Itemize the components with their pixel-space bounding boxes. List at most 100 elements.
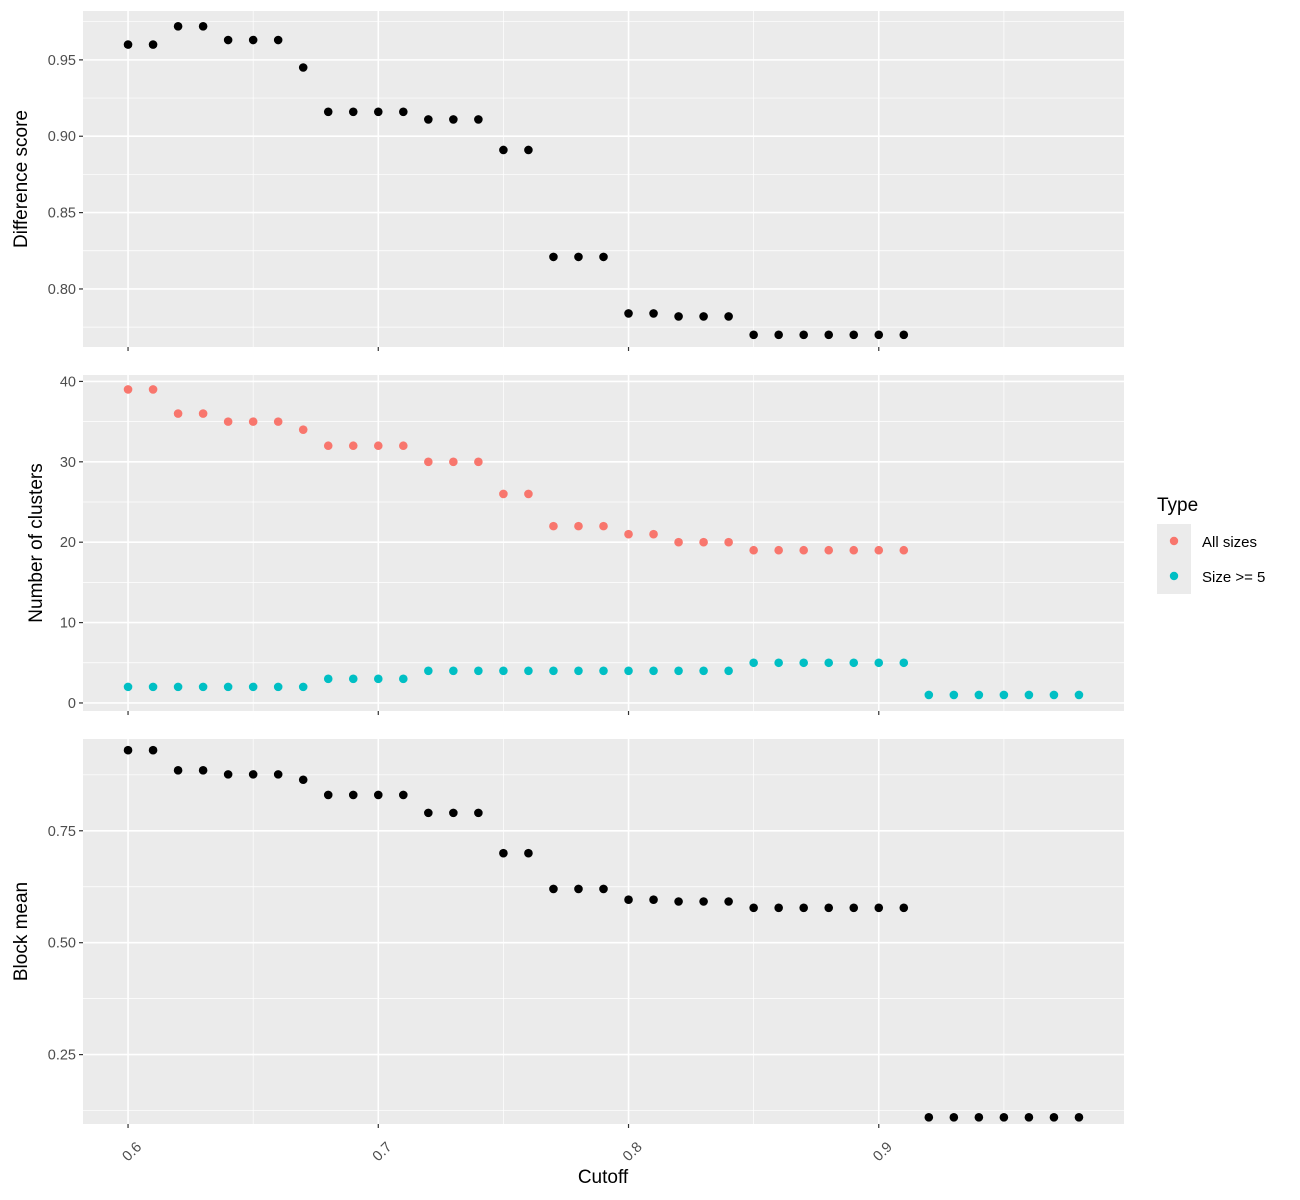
data-point [749,658,758,668]
data-point [449,666,458,676]
data-point [724,897,733,906]
series-2 [123,658,1084,700]
data-point [749,330,758,340]
panel-3: 0.25 0.50 0.75 Block mean 0.6 0.7 0.8 0.9 [11,739,1124,1165]
data-point [824,330,834,340]
y-tick-label: 30 [60,455,76,471]
data-point [624,895,633,905]
x-tick-label: 0.8 [620,1139,646,1165]
data-point [148,682,158,692]
legend-key-background [1157,524,1191,594]
y-tick-label: 0.85 [48,206,76,222]
data-point [599,884,608,894]
legend-key-size-ge-5 [1169,571,1179,581]
data-point [123,745,133,755]
data-point [849,903,859,913]
data-point [198,682,208,692]
data-point [273,417,283,426]
data-point [549,252,558,262]
data-point [674,312,683,321]
y-axis-title: Difference score [11,110,32,248]
data-point [399,790,408,800]
legend-label-all-sizes: All sizes [1202,534,1257,551]
series-1 [123,385,909,555]
data-point [774,903,783,913]
data-point [924,690,934,700]
data-point [974,690,984,700]
data-point [749,545,758,555]
data-point [123,385,133,394]
data-point [173,682,183,692]
data-point [323,674,333,684]
data-point [173,766,183,775]
data-point [649,529,658,539]
data-point [499,666,508,676]
data-point [874,545,884,555]
data-point [198,409,208,418]
data-point [298,775,308,785]
data-point [774,330,783,340]
data-point [298,63,308,72]
data-point [799,330,808,340]
data-point [674,666,683,676]
series-1 [123,745,1084,1122]
data-point [474,115,483,124]
data-point [298,682,308,692]
data-point [949,1112,959,1122]
data-point [248,417,258,426]
panel-background [83,739,1124,1124]
y-axis-title: Number of clusters [26,463,47,622]
data-point [749,903,758,913]
legend: Type All sizes Size >= 5 [1157,495,1265,594]
data-point [424,457,433,467]
data-point [373,790,383,800]
panel-2: 0 10 20 30 40 Number of clusters [26,374,1124,715]
data-point [649,666,658,676]
data-point [223,682,233,692]
data-point [373,441,383,451]
legend-title: Type [1157,495,1198,516]
data-point [399,107,408,117]
data-point [849,658,859,668]
y-tick-label: 40 [60,374,76,390]
data-point [198,766,208,775]
data-point [348,441,358,451]
data-point [273,770,283,779]
data-point [399,441,408,451]
data-point [999,1112,1009,1122]
data-point [248,770,258,779]
data-point [724,537,733,547]
data-point [674,537,683,547]
data-point [624,666,633,676]
y-tick-label: 0.90 [48,129,76,145]
data-point [348,790,358,800]
y-axis-title: Block mean [11,882,32,981]
data-point [599,252,608,262]
data-point [248,35,258,45]
data-point [148,745,158,755]
data-point [248,682,258,692]
data-point [424,808,433,818]
data-point [549,884,558,894]
data-point [474,457,483,467]
y-tick-label: 0 [68,696,76,712]
data-point [524,848,533,858]
data-point [323,790,333,800]
data-point [223,35,233,45]
data-point [799,658,808,668]
data-point [699,666,708,676]
data-point [674,897,683,906]
y-tick-label: 0.80 [48,282,76,298]
x-axis-title: Cutoff [578,1167,629,1188]
data-point [499,848,508,858]
data-point [223,417,233,426]
y-tick-label: 20 [60,535,76,551]
data-point [699,537,708,547]
data-point [524,666,533,676]
data-point [1074,690,1084,700]
data-point [298,425,308,434]
data-point [323,107,333,117]
data-point [574,884,583,894]
data-point [499,145,508,155]
data-point [574,252,583,262]
